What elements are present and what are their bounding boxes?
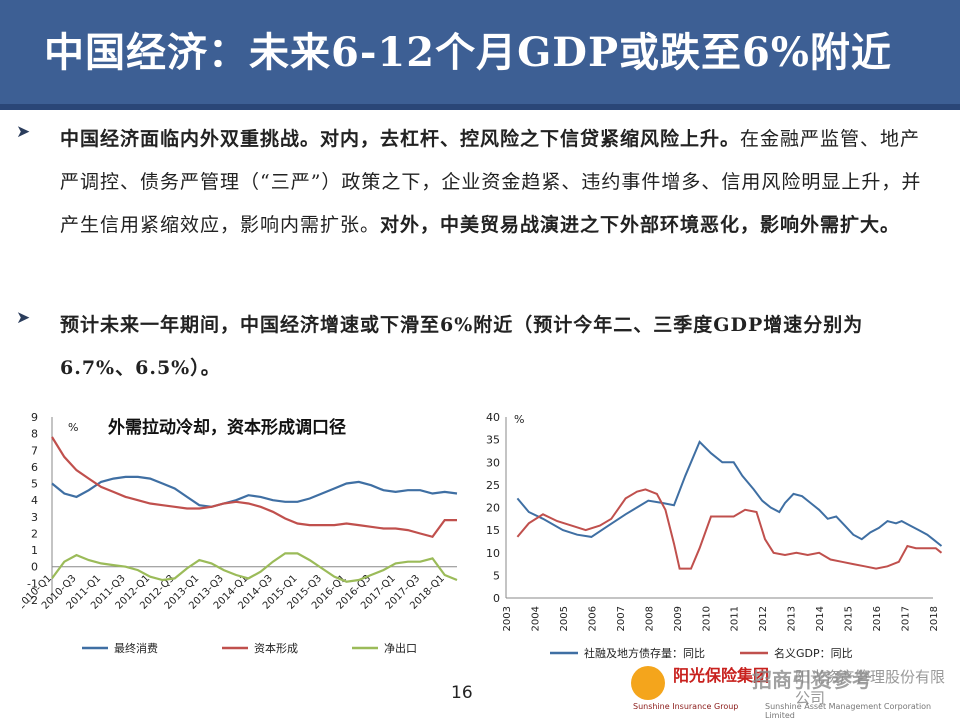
y-tick-label: 40 [486,411,500,424]
page-number: 16 [451,683,473,703]
x-tick-label: 2010 [701,606,712,631]
y-tick-label: 4 [31,494,38,507]
series-line-净出口 [51,552,458,583]
logo-company-en: Sunshine Insurance Group [633,702,739,711]
y-tick-label: 9 [31,411,38,424]
y-tick-label: 5 [493,569,500,582]
y-tick-label: 25 [486,479,500,492]
unit-label: % [68,421,78,434]
y-tick-label: 7 [31,444,38,457]
y-tick-label: 1 [31,544,38,557]
y-tick-label: 0 [493,592,500,605]
chart-credit-vs-gdp: 0 5 10 15 20 25 30 35 40% 2003 2004 2005 2006 2007 200… [478,405,948,665]
x-tick-label: 2012 [758,606,769,631]
y-tick-label: 0 [31,561,38,574]
x-tick-label: 2013 [787,606,798,631]
legend-label: 名义GDP：同比 [774,646,853,660]
logo-company-cn: 阳光保险集团 [673,666,770,685]
x-tick-label: 2009 [673,606,684,631]
x-tick-label: 2011 [730,606,741,631]
legend-label: 资本形成 [254,641,298,655]
title-bar [0,0,960,104]
y-tick-label: 6 [31,461,38,474]
watermark: 招商引资参考 [752,668,872,692]
x-tick-label: 2004 [530,606,541,631]
y-tick-label: 8 [31,428,38,441]
bullet-1-lead: 中国经济面临内外双重挑战。对内，去杠杆、控风险之下信贷紧缩风险上升。 [60,128,741,150]
series-line-资本形成 [51,436,457,539]
y-tick-label: 2 [31,527,38,540]
y-tick-label: 10 [486,547,500,560]
sun-logo-icon [631,666,665,700]
bullet-2-lead: 预计未来一年期间，中国经济增速或下滑至6%附近（预计今年二、三季度GDP增速分别… [60,314,864,379]
chart-title: 外需拉动冷却，资本形成调口径 [108,417,346,438]
y-tick-label: 30 [486,456,500,469]
y-tick-label: 15 [486,524,500,537]
logo-sub-en: Sunshine Asset Management Corporation Li… [765,702,932,720]
company-logo: 阳光保险集团 Sunshine Insurance Group 阳光资产管理股份… [625,660,955,720]
bullet-arrow-icon: ➤ [16,122,31,142]
y-tick-label: 35 [486,434,500,447]
slide-title: 中国经济：未来6-12个月GDP或跌至6%附近 [44,29,892,76]
x-tick-label: 2016 [872,606,883,631]
bullet-arrow-icon: ➤ [16,308,31,328]
legend-label: 净出口 [384,641,417,655]
chart-gdp-contribution: -2 -1 0 1 2 3 4 5 6 7 8 9% 外需拉动冷却，资本形成调口径 2010-Q1 2010… [22,405,472,665]
x-tick-label: 2005 [559,606,570,631]
x-tick-label: 2008 [644,606,655,631]
bullet-2-text: 预计未来一年期间，中国经济增速或下滑至6%附近（预计今年二、三季度GDP增速分别… [60,304,930,390]
x-tick-label: 2007 [616,606,627,631]
bullet-1-body: 在金融严监管、地产严调控、债务严管理（“三严”）政策之下，企业资金趋紧、违约事件… [60,128,922,236]
unit-label: % [514,413,524,426]
bullet-1-tail: 对外，中美贸易战演进之下外部环境恶化，影响外需扩大。 [380,214,901,236]
series-line-名义GDP：同比 [516,488,943,570]
y-tick-label: 5 [31,478,38,491]
chart-credit-vs-gdp-svg: 0 5 10 15 20 25 30 35 40 % 2003 2004 2005 2006 2007 200… [486,411,943,660]
x-tick-label: 2006 [587,606,598,631]
logo-sub-cn: 阳光资产管理股份有限公司 [795,668,946,707]
x-tick-label: 2003 [502,606,513,631]
series-line-最终消费 [51,475,458,508]
x-tick-label: 2017 [901,606,912,631]
y-tick-label: 20 [486,502,500,515]
x-tick-label: 2015 [844,606,855,631]
y-tick-label: -1 [27,577,38,590]
legend-label: 社融及地方债存量：同比 [584,646,705,660]
x-tick-label: 2014 [815,606,826,631]
x-tick-label: 2018 [929,606,940,631]
title-bar-rule [0,104,960,110]
bullet-1-text: 中国经济面临内外双重挑战。对内，去杠杆、控风险之下信贷紧缩风险上升。在金融严监管… [60,118,930,247]
legend-label: 最终消费 [114,641,158,655]
y-tick-label: -2 [27,594,38,607]
y-tick-label: 3 [31,511,38,524]
series-line-社融及地方债存量：同比 [516,440,943,547]
